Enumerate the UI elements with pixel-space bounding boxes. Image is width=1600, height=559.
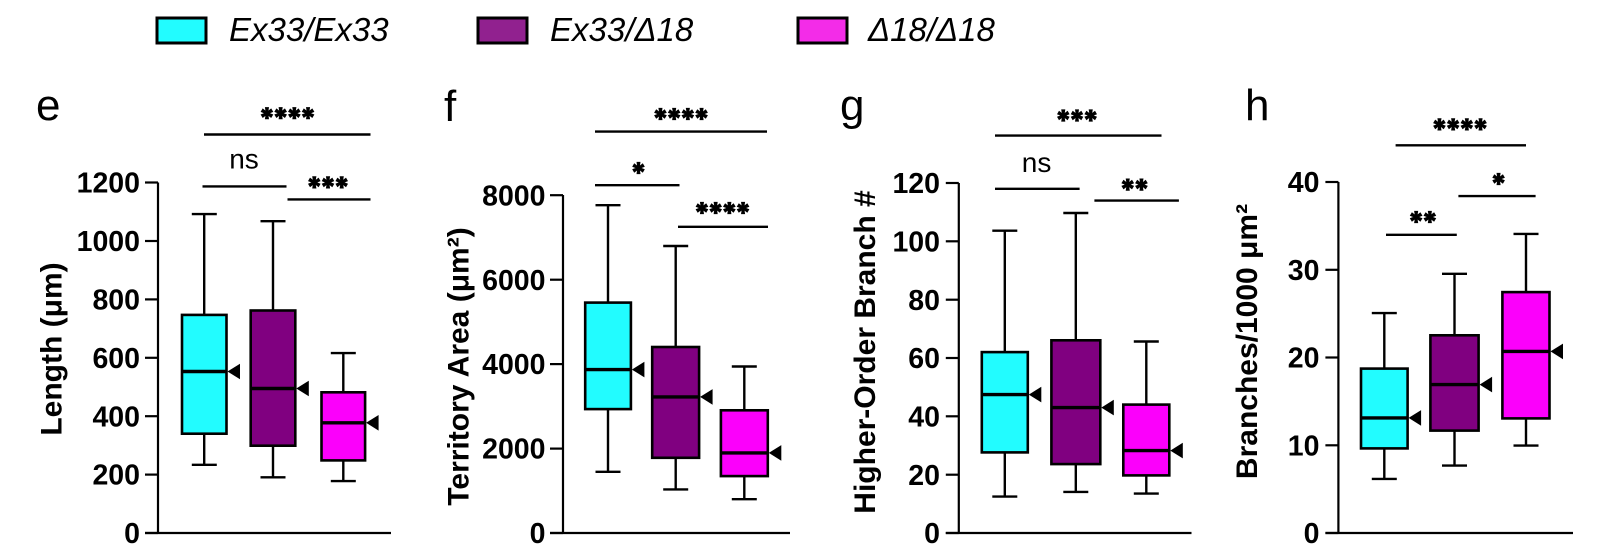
- svg-text:200: 200: [92, 460, 140, 492]
- svg-text:Territory Area (μm²): Territory Area (μm²): [443, 227, 476, 505]
- svg-text:20: 20: [1288, 343, 1320, 375]
- svg-text:ns: ns: [1022, 147, 1052, 178]
- svg-text:10: 10: [1288, 430, 1320, 462]
- svg-text:2000: 2000: [482, 434, 545, 466]
- svg-text:40: 40: [908, 401, 940, 433]
- svg-text:600: 600: [92, 343, 140, 375]
- svg-text:ns: ns: [229, 144, 259, 175]
- svg-text:e: e: [36, 81, 60, 130]
- svg-text:Ex33/Ex33: Ex33/Ex33: [229, 11, 389, 48]
- svg-text:8000: 8000: [482, 180, 545, 212]
- svg-text:f: f: [444, 82, 457, 131]
- svg-text:4000: 4000: [482, 349, 545, 381]
- svg-text:1000: 1000: [77, 226, 140, 258]
- svg-text:Ex33/Δ18: Ex33/Δ18: [550, 11, 694, 48]
- svg-text:Δ18/Δ18: Δ18/Δ18: [867, 11, 996, 48]
- svg-text:6000: 6000: [482, 265, 545, 297]
- svg-text:Branches/1000 μm²: Branches/1000 μm²: [1231, 204, 1264, 479]
- svg-text:0: 0: [924, 518, 940, 550]
- svg-text:800: 800: [92, 285, 140, 317]
- svg-text:0: 0: [124, 518, 140, 550]
- svg-text:Higher-Order Branch #: Higher-Order Branch #: [849, 190, 882, 514]
- svg-text:100: 100: [892, 226, 940, 258]
- svg-text:h: h: [1245, 81, 1269, 130]
- svg-text:0: 0: [1304, 518, 1320, 550]
- svg-text:0: 0: [530, 518, 546, 550]
- svg-text:1200: 1200: [77, 168, 140, 200]
- svg-text:30: 30: [1288, 255, 1320, 287]
- svg-text:120: 120: [892, 168, 940, 200]
- svg-text:80: 80: [908, 285, 940, 317]
- svg-text:20: 20: [908, 460, 940, 492]
- svg-text:Length (μm): Length (μm): [36, 262, 69, 435]
- svg-text:60: 60: [908, 343, 940, 375]
- svg-text:40: 40: [1288, 167, 1320, 199]
- svg-text:g: g: [840, 81, 864, 130]
- svg-text:400: 400: [92, 401, 140, 433]
